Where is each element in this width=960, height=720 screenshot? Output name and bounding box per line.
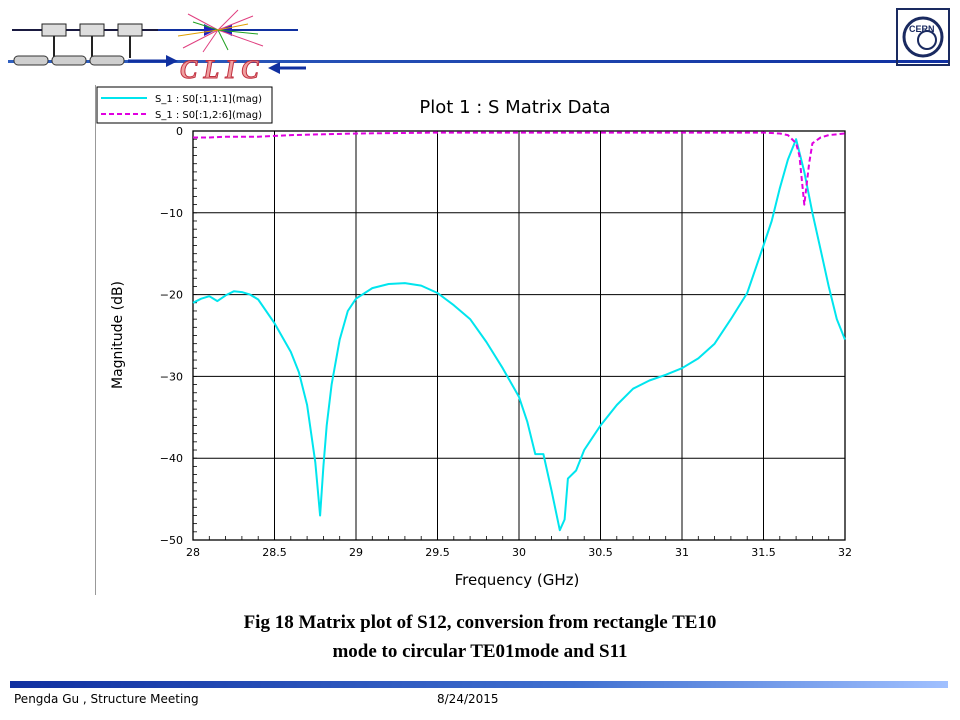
footer-bar [10, 681, 948, 688]
x-tick-label: 30.5 [588, 546, 613, 559]
y-tick-label: −40 [160, 452, 183, 465]
x-tick-label: 32 [838, 546, 852, 559]
caption-line-1: Fig 18 Matrix plot of S12, conversion fr… [243, 612, 717, 633]
x-tick-label: 29.5 [425, 546, 450, 559]
y-tick-label: −20 [160, 289, 183, 302]
y-tick-label: −10 [160, 207, 183, 220]
x-tick-label: 30 [512, 546, 526, 559]
footer-author: Pengda Gu , Structure Meeting [14, 692, 199, 706]
header-line [8, 60, 948, 63]
beamline-icon [12, 23, 178, 67]
series-layer [192, 131, 846, 532]
legend: S_1 : S0[:1,1:1](mag) S_1 : S0[:1,2:6](m… [96, 86, 273, 124]
tick-labels: 28 28.5 29 29.5 30 30.5 31 31.5 32 0 −10 −20 −30 −40 −… [160, 125, 852, 559]
series-line-s12 [193, 131, 846, 206]
y-tick-label: −50 [160, 534, 183, 547]
cern-logo-text: CERN [909, 24, 935, 34]
x-tick-label: 28.5 [262, 546, 287, 559]
y-tick-label: 0 [176, 125, 183, 138]
s-matrix-plot: Plot 1 : S Matrix Data S_1 : S0[:1,1:1](… [95, 85, 855, 595]
grid [192, 130, 846, 541]
figure-caption: Fig 18 Matrix plot of S12, conversion fr… [40, 608, 920, 666]
footer-date: 8/24/2015 [437, 692, 499, 706]
x-axis-label: Frequency (GHz) [455, 571, 580, 589]
x-tick-label: 29 [349, 546, 363, 559]
legend-label-s12: S_1 : S0[:1,2:6](mag) [155, 110, 262, 121]
y-axis-label: Magnitude (dB) [110, 281, 126, 389]
clic-logo-text: CLIC [180, 55, 265, 80]
legend-label-s11: S_1 : S0[:1,1:1](mag) [155, 94, 262, 105]
x-tick-label: 31 [675, 546, 689, 559]
x-tick-label: 31.5 [751, 546, 776, 559]
x-tick-label: 28 [186, 546, 200, 559]
clic-logo: CLIC [12, 9, 306, 80]
chart-title: Plot 1 : S Matrix Data [419, 97, 610, 118]
cern-logo: CERN [896, 8, 950, 66]
series-line-s11 [192, 138, 846, 532]
collision-icon [158, 9, 298, 53]
caption-line-2: mode to circular TE01mode and S11 [332, 641, 628, 662]
y-tick-label: −30 [160, 370, 183, 383]
